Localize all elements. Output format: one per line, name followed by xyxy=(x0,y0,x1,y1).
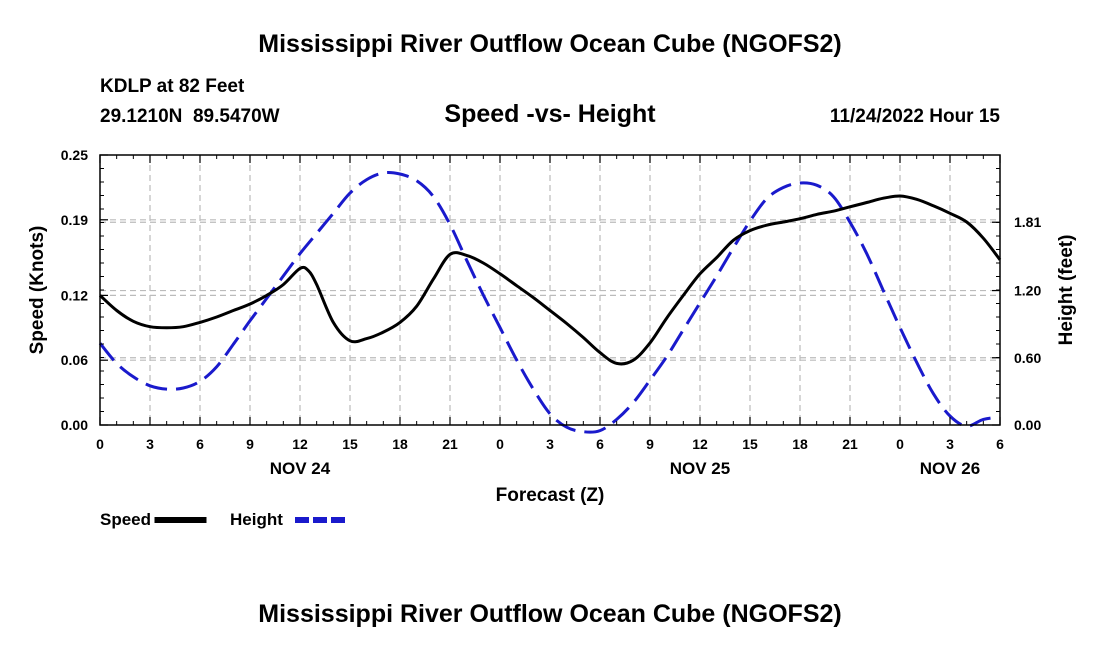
y2-tick-label: 1.20 xyxy=(1014,283,1041,299)
x-tick-label: 6 xyxy=(996,436,1004,452)
chart-subtitle: Speed -vs- Height xyxy=(444,100,656,128)
y-tick-label: 0.06 xyxy=(61,352,88,368)
series-layer xyxy=(98,171,1002,434)
station-label: KDLP at 82 Feet xyxy=(100,76,245,97)
date-label: NOV 24 xyxy=(270,459,331,478)
x-tick-label: 18 xyxy=(792,436,808,452)
chart-title: Mississippi River Outflow Ocean Cube (NG… xyxy=(258,30,842,58)
speed-series-line xyxy=(98,194,1002,366)
grid-lines xyxy=(100,155,1000,425)
y-tick-label: 0.19 xyxy=(61,212,88,228)
x-tick-label: 3 xyxy=(146,436,154,452)
x-tick-label: 6 xyxy=(196,436,204,452)
x-tick-label: 0 xyxy=(496,436,504,452)
x-tick-label: 3 xyxy=(946,436,954,452)
legend: Speed Height xyxy=(100,510,347,529)
height-series-line xyxy=(98,171,1001,434)
x-tick-label: 12 xyxy=(292,436,308,452)
y-tick-label: 0.25 xyxy=(61,147,88,163)
date-label: NOV 26 xyxy=(920,459,980,478)
x-tick-label: 12 xyxy=(692,436,708,452)
y2-tick-label: 1.81 xyxy=(1014,214,1041,230)
x-tick-label: 6 xyxy=(596,436,604,452)
coordinates-label: 29.1210N 89.5470W xyxy=(100,106,280,127)
y-axis-label: Speed (Knots) xyxy=(27,226,48,355)
x-tick-label: 0 xyxy=(896,436,904,452)
x-axis-label: Forecast (Z) xyxy=(496,485,605,506)
x-tick-label: 9 xyxy=(646,436,654,452)
y2-tick-label: 0.60 xyxy=(1014,350,1041,366)
x-tick-label: 9 xyxy=(246,436,254,452)
y2-tick-label: 0.00 xyxy=(1014,417,1041,433)
date-label: NOV 25 xyxy=(670,459,730,478)
legend-label-height: Height xyxy=(230,510,283,529)
footer-title: Mississippi River Outflow Ocean Cube (NG… xyxy=(258,600,842,628)
x-tick-label: 0 xyxy=(96,436,104,452)
x-tick-label: 15 xyxy=(742,436,758,452)
legend-label-speed: Speed xyxy=(100,510,151,529)
axes: 0 3 6 9 12 15 18 21 0 3 6 9 12 15 18 21 0 3 6 NOV 24 NOV 25 N… xyxy=(27,147,1077,506)
datetime-label: 11/24/2022 Hour 15 xyxy=(829,106,1000,127)
x-tick-label: 21 xyxy=(442,436,458,452)
x-tick-label: 21 xyxy=(842,436,858,452)
x-tick-label: 18 xyxy=(392,436,408,452)
y2-axis-label: Height (feet) xyxy=(1056,235,1077,346)
x-tick-label: 15 xyxy=(342,436,358,452)
y-tick-label: 0.12 xyxy=(61,287,88,303)
y-tick-label: 0.00 xyxy=(61,417,88,433)
x-tick-label: 3 xyxy=(546,436,554,452)
